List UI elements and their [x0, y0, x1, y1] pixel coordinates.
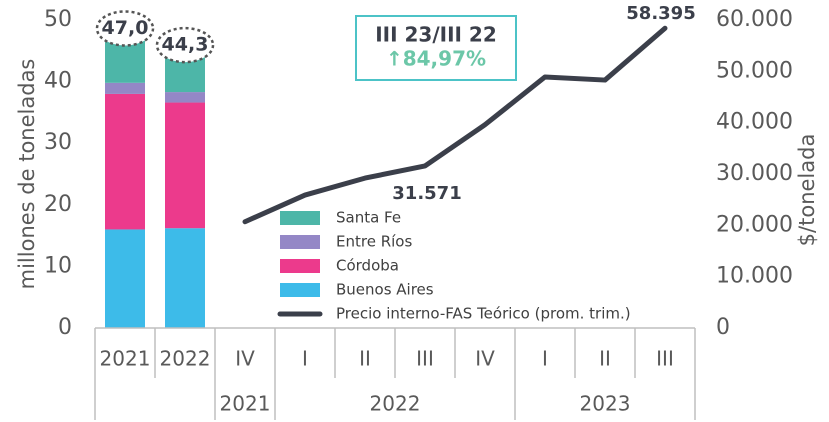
- total-circle: [95, 10, 155, 47]
- legend-label: Córdoba: [336, 257, 399, 275]
- group-label: 2022: [370, 392, 421, 416]
- total-circle: [155, 26, 215, 64]
- x-tick-label: I: [542, 347, 548, 371]
- y-tick-label: 50: [44, 7, 72, 32]
- y-tick-label: 30: [44, 130, 72, 155]
- legend-swatch: [280, 235, 320, 249]
- annotation-title: III 23/III 22: [375, 23, 497, 47]
- bar-segment: [165, 102, 205, 229]
- y2-tick-label: 60.000: [716, 7, 793, 32]
- bar-segment: [105, 38, 145, 83]
- bar-segment: [165, 228, 205, 328]
- y2-tick-label: 40.000: [716, 110, 793, 135]
- group-label: 2021: [220, 392, 271, 416]
- legend-label: Buenos Aires: [336, 281, 434, 299]
- legend-label: Entre Ríos: [336, 233, 412, 251]
- y2-tick-label: 50.000: [716, 58, 793, 83]
- x-tick-label: II: [359, 347, 371, 371]
- y-tick-label: 40: [44, 69, 72, 94]
- legend-swatch: [280, 211, 320, 225]
- annotation-text: ↑84,97%: [386, 47, 486, 71]
- total-label: 44,3: [162, 34, 209, 56]
- x-tick-label: II: [599, 347, 611, 371]
- total-label: 47,0: [102, 17, 149, 39]
- x-tick-label: III: [416, 347, 434, 371]
- y2-tick-label: 20.000: [716, 212, 793, 237]
- x-tick-label: III: [656, 347, 674, 371]
- x-tick-label: I: [302, 347, 308, 371]
- x-tick-label: 2021: [100, 347, 151, 371]
- legend-swatch: [280, 283, 320, 297]
- annotation-box: [355, 15, 517, 81]
- x-tick-label: IV: [235, 347, 255, 371]
- bar-segment: [105, 93, 145, 230]
- y2-tick-label: 30.000: [716, 161, 793, 186]
- x-tick-label: 2022: [160, 347, 211, 371]
- legend-label: Santa Fe: [336, 209, 401, 227]
- y2-tick-label: 0: [716, 315, 730, 340]
- y-tick-label: 10: [44, 253, 72, 278]
- bar-segment: [165, 92, 205, 103]
- x-tick-label: IV: [475, 347, 495, 371]
- group-label: 2023: [580, 392, 631, 416]
- y2-axis-title: $/tonelada: [795, 134, 819, 247]
- price-line: [242, 25, 668, 225]
- legend-swatch: [280, 259, 320, 273]
- bar-segment: [105, 82, 145, 94]
- y-tick-label: 20: [44, 192, 72, 217]
- y2-tick-label: 10.000: [716, 264, 793, 289]
- y-axis-title: millones de toneladas: [15, 59, 39, 290]
- bar-segment: [105, 229, 145, 328]
- line-value-label: 31.571: [392, 183, 461, 204]
- legend-label: Precio interno-FAS Teórico (prom. trim.): [336, 305, 631, 323]
- y-tick-label: 0: [58, 315, 72, 340]
- line-value-label: 58.395: [626, 3, 695, 24]
